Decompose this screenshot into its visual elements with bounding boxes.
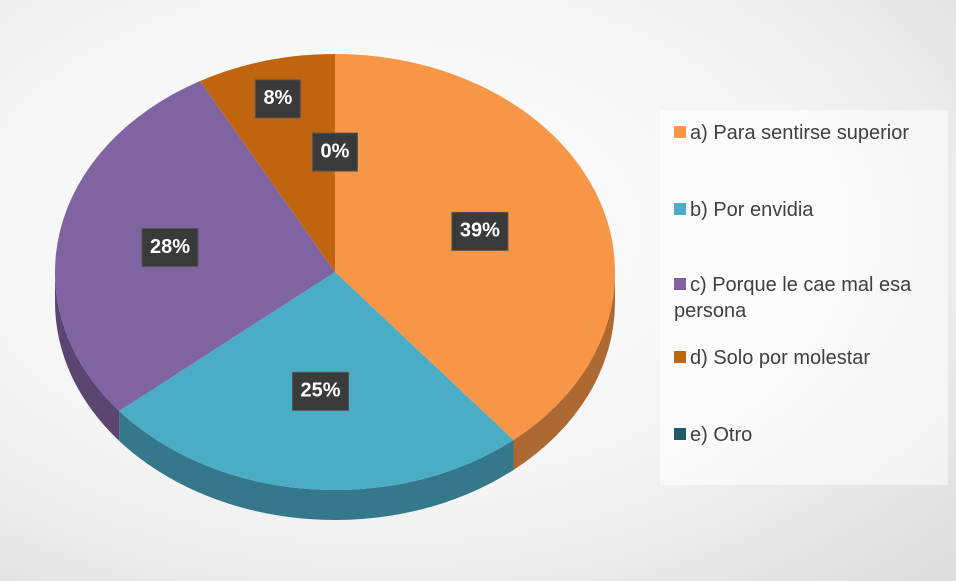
data-label-text: 8% — [263, 87, 292, 109]
data-label: 8% — [254, 79, 301, 119]
data-label-box — [254, 79, 301, 119]
legend-swatch — [674, 428, 686, 440]
legend-swatch — [674, 126, 686, 138]
legend-item: d) Solo por molestar — [674, 345, 946, 371]
legend-label: e) Otro — [690, 424, 753, 446]
legend-label: a) Para sentirse superior — [690, 122, 909, 144]
data-label: 28% — [141, 227, 199, 267]
data-label: 39% — [451, 211, 509, 251]
legend-label: c) Porque le cae mal esa persona — [674, 274, 912, 322]
data-label-box — [312, 132, 358, 172]
data-label: 25% — [291, 371, 350, 411]
data-label-box — [291, 371, 350, 411]
legend-label: d) Solo por molestar — [690, 347, 871, 369]
data-label-text: 28% — [150, 236, 190, 258]
data-label: 0% — [312, 132, 358, 172]
legend-swatch — [674, 203, 686, 215]
legend-item: e) Otro — [674, 422, 946, 448]
data-label-text: 39% — [460, 220, 500, 242]
legend-item: a) Para sentirse superior — [674, 120, 946, 146]
legend-item: b) Por envidia — [674, 197, 946, 223]
pie-slice — [200, 54, 335, 272]
legend-label: b) Por envidia — [690, 199, 814, 221]
pie-side — [55, 272, 120, 441]
pie-side — [513, 272, 615, 470]
legend-item: c) Porque le cae mal esa persona — [674, 272, 946, 324]
legend-swatch — [674, 278, 686, 290]
data-label-text: 0% — [321, 140, 350, 162]
data-label-box — [451, 211, 509, 251]
data-label-box — [141, 227, 199, 267]
data-label-text: 25% — [300, 380, 340, 402]
legend-swatch — [674, 351, 686, 363]
pie-side — [119, 410, 514, 520]
legend: a) Para sentirse superior b) Por envidia c… — [660, 110, 948, 485]
